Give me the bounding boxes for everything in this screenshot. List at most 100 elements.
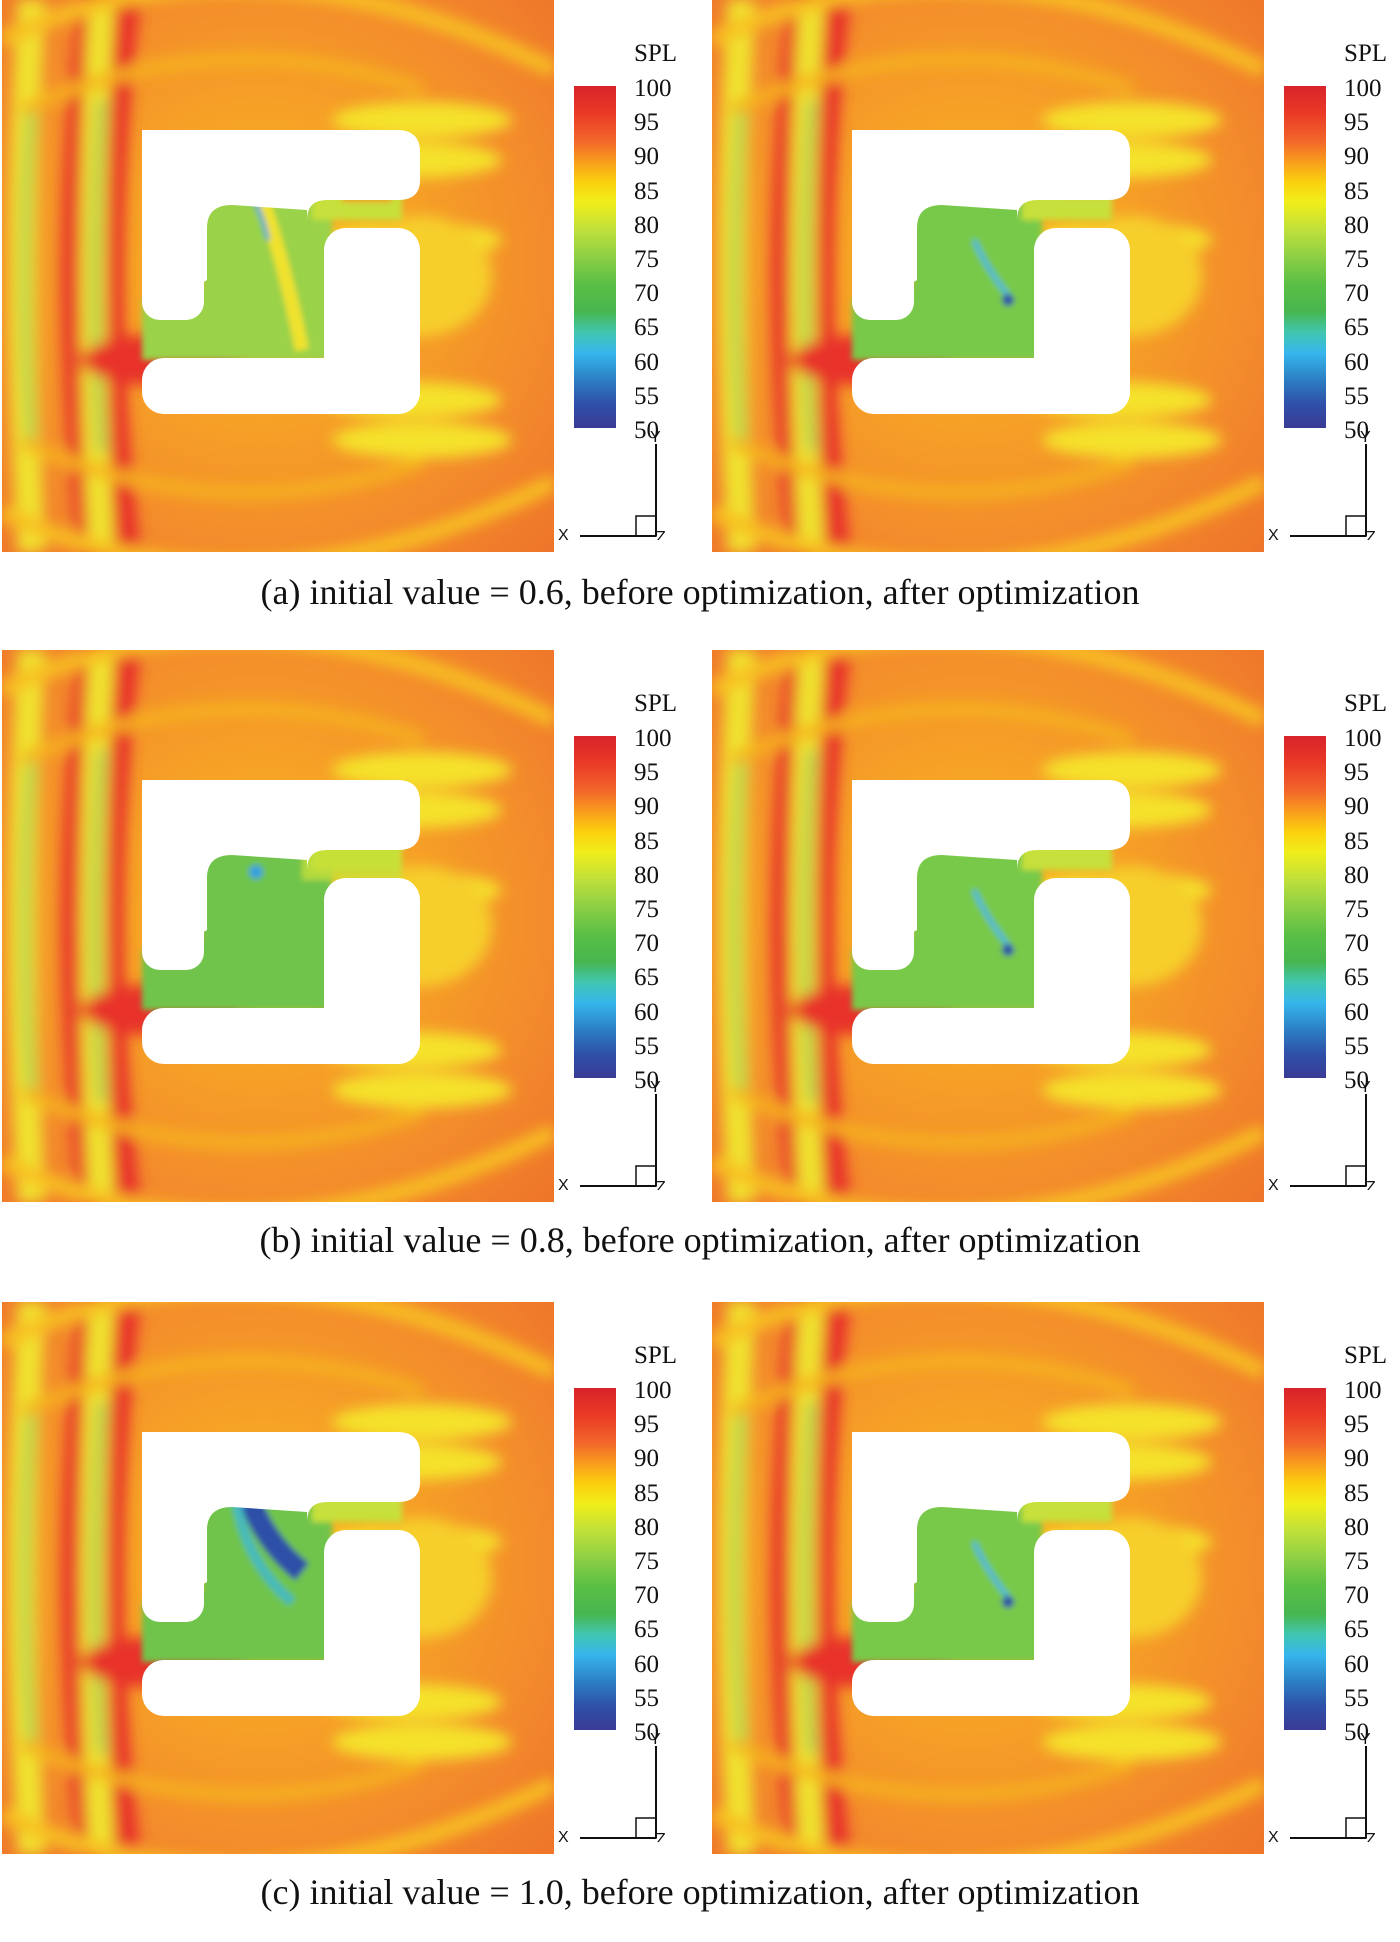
colorbar-tick-label: 65 <box>634 964 659 992</box>
colorbar-tick-label: 50 <box>1344 1067 1369 1094</box>
colorbar-tick-label: 55 <box>1344 1684 1369 1712</box>
colorbar-title: SPL <box>634 690 678 717</box>
colorbar-tick-label: 60 <box>634 1650 659 1678</box>
colorbar-tick-label: 95 <box>1344 1411 1369 1439</box>
colorbar-tick-label: 65 <box>634 1616 659 1644</box>
colorbar-tick-label: 65 <box>1344 314 1369 342</box>
axes-triad-icon: X Y Z <box>1268 430 1376 540</box>
colorbar-tick-label: 75 <box>1344 246 1369 273</box>
colorbar-tick-label: 100 <box>1344 1377 1382 1404</box>
colorbar-tick-label: 85 <box>634 827 659 855</box>
axis-z-label: Z <box>656 1831 666 1842</box>
axis-y-label: Y <box>1360 430 1371 446</box>
colorbar-tick-label: 80 <box>634 1513 659 1541</box>
colorbar-title: SPL <box>634 1342 678 1369</box>
colorbar-gradient <box>574 736 616 1078</box>
colorbar-tick-label: 55 <box>1344 382 1369 410</box>
colorbar-tick-label: 70 <box>1344 930 1369 958</box>
axis-z-label: Z <box>656 529 666 540</box>
colorbar-tick-label: 65 <box>634 314 659 342</box>
axis-x-label: X <box>1268 1829 1279 1842</box>
colorbar-tick-label: 95 <box>634 1411 659 1439</box>
spl-contour-plot <box>2 1302 554 1854</box>
axis-y-label: Y <box>1360 1080 1371 1096</box>
figure-row: SPL 100 95 90 85 80 75 70 65 60 55 50 X Y Z SPL 100 95 90 8… <box>0 650 1400 1290</box>
row-caption: (a) initial value = 0.6, before optimiza… <box>260 572 1140 612</box>
axis-x-label: X <box>558 1177 569 1190</box>
axis-y-label: Y <box>650 1732 661 1748</box>
colorbar-tick-label: 80 <box>1344 861 1369 889</box>
colorbar-tick-label: 50 <box>634 1719 659 1746</box>
colorbar-gradient <box>574 86 616 428</box>
panel-after-optimization <box>712 1302 1264 1854</box>
colorbar-tick-label: 80 <box>634 211 659 239</box>
spl-colorbar-legend: SPL 100 95 90 85 80 75 70 65 60 55 50 X Y Z <box>1268 650 1400 1202</box>
colorbar-title: SPL <box>1344 1342 1388 1369</box>
axis-z-label: Z <box>656 1179 666 1190</box>
row-caption: (c) initial value = 1.0, before optimiza… <box>260 1872 1140 1912</box>
colorbar-tick-label: 55 <box>634 1684 659 1712</box>
colorbar-gradient <box>1284 1388 1326 1730</box>
colorbar-tick-label: 60 <box>1344 1650 1369 1678</box>
colorbar-tick-label: 100 <box>634 725 672 752</box>
colorbar-tick-label: 60 <box>1344 348 1369 376</box>
colorbar-tick-label: 85 <box>1344 827 1369 855</box>
axis-x-label: X <box>1268 1177 1279 1190</box>
panel-after-optimization <box>712 650 1264 1202</box>
colorbar-tick-label: 90 <box>634 793 659 821</box>
colorbar-tick-label: 70 <box>1344 1582 1369 1610</box>
panel-before-optimization <box>2 650 554 1202</box>
colorbar-tick-label: 75 <box>1344 896 1369 923</box>
colorbar-tick-label: 85 <box>634 1479 659 1507</box>
spl-colorbar-legend: SPL 100 95 90 85 80 75 70 65 60 55 50 X Y Z <box>558 650 730 1202</box>
colorbar-tick-label: 70 <box>1344 280 1369 308</box>
colorbar-tick-label: 90 <box>1344 1445 1369 1473</box>
spl-contour-plot <box>712 650 1264 1202</box>
colorbar-gradient <box>574 1388 616 1730</box>
colorbar-tick-label: 80 <box>1344 211 1369 239</box>
colorbar-tick-label: 65 <box>1344 1616 1369 1644</box>
colorbar-tick-label: 85 <box>1344 177 1369 205</box>
axis-y-label: Y <box>650 430 661 446</box>
colorbar-tick-label: 75 <box>1344 1548 1369 1575</box>
colorbar-gradient <box>1284 86 1326 428</box>
colorbar-tick-label: 100 <box>1344 725 1382 752</box>
colorbar-tick-label: 100 <box>634 1377 672 1404</box>
colorbar-tick-label: 80 <box>634 861 659 889</box>
colorbar-tick-label: 60 <box>634 998 659 1026</box>
colorbar-tick-label: 75 <box>634 1548 659 1575</box>
colorbar-tick-label: 95 <box>634 109 659 137</box>
colorbar-tick-label: 95 <box>1344 759 1369 787</box>
colorbar-title: SPL <box>634 40 678 67</box>
figure-row: SPL 100 95 90 85 80 75 70 65 60 55 50 X Y Z SPL 100 95 90 8… <box>0 1302 1400 1942</box>
axes-triad-icon: X Y Z <box>558 1080 666 1190</box>
axes-triad-icon: X Y Z <box>558 1732 666 1842</box>
axes-triad-icon: X Y Z <box>1268 1732 1376 1842</box>
colorbar-tick-label: 65 <box>1344 964 1369 992</box>
colorbar-tick-label: 90 <box>634 143 659 171</box>
colorbar-tick-label: 100 <box>1344 75 1382 102</box>
panel-before-optimization <box>2 0 554 552</box>
axis-y-label: Y <box>1360 1732 1371 1748</box>
axis-y-label: Y <box>650 1080 661 1096</box>
spl-contour-plot <box>2 0 554 552</box>
colorbar-tick-label: 80 <box>1344 1513 1369 1541</box>
axis-x-label: X <box>1268 527 1279 540</box>
axis-x-label: X <box>558 1829 569 1842</box>
colorbar-tick-label: 70 <box>634 1582 659 1610</box>
colorbar-tick-label: 55 <box>634 382 659 410</box>
colorbar-tick-label: 95 <box>634 759 659 787</box>
colorbar-tick-label: 75 <box>634 246 659 273</box>
spl-contour-plot <box>712 0 1264 552</box>
colorbar-tick-label: 50 <box>1344 1719 1369 1746</box>
colorbar-tick-label: 50 <box>634 417 659 444</box>
spl-contour-plot <box>712 1302 1264 1854</box>
panel-before-optimization <box>2 1302 554 1854</box>
spl-colorbar-legend: SPL 100 95 90 85 80 75 70 65 60 55 50 X Y Z <box>558 0 730 552</box>
colorbar-tick-label: 100 <box>634 75 672 102</box>
colorbar-gradient <box>1284 736 1326 1078</box>
colorbar-tick-label: 50 <box>1344 417 1369 444</box>
colorbar-tick-label: 90 <box>1344 793 1369 821</box>
colorbar-title: SPL <box>1344 40 1388 67</box>
colorbar-tick-label: 60 <box>634 348 659 376</box>
